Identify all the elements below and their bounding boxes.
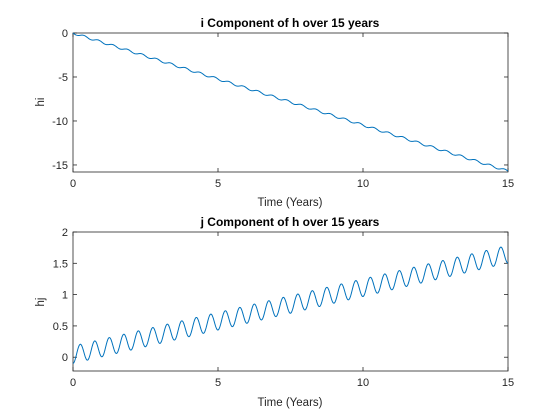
ticks-bottom: 0 5 10 15 0 0.5 1 1.5 2 [53,227,514,389]
subplot-i-component: i Component of h over 15 years Time (Yea… [35,16,514,209]
y-tick-label: -10 [52,116,68,128]
x-tick-label: 0 [70,178,76,190]
x-axis-label-top: Time (Years) [258,197,323,209]
y-axis-label-bottom: hj [35,298,47,307]
chart-title-top: i Component of h over 15 years [201,16,380,30]
y-tick-label: 0.5 [53,321,68,333]
y-tick-label: 1 [62,290,68,302]
y-axis-label-top: hi [35,98,47,107]
x-tick-label: 5 [215,178,221,190]
y-tick-label: -15 [52,160,68,172]
x-tick-label: 15 [502,377,514,389]
x-tick-label: 10 [357,377,369,389]
x-tick-label: 0 [70,377,76,389]
y-tick-label: 2 [62,227,68,239]
plot-area-bottom [72,231,509,372]
y-tick-label: 0 [62,28,68,40]
series-line-hj [72,246,509,364]
subplot-j-component: j Component of h over 15 years Time (Yea… [35,215,514,409]
y-tick-label: -5 [58,72,68,84]
chart-title-bottom: j Component of h over 15 years [200,215,380,229]
x-tick-label: 15 [502,178,514,190]
y-tick-label: 1.5 [53,258,68,270]
y-tick-label: 0 [62,352,68,364]
x-axis-label-bottom: Time (Years) [258,397,323,409]
series-line-hi [72,32,509,172]
x-tick-label: 5 [215,377,221,389]
ticks-top: 0 5 10 15 0 -5 -10 -15 [52,28,514,190]
x-tick-label: 10 [357,178,369,190]
